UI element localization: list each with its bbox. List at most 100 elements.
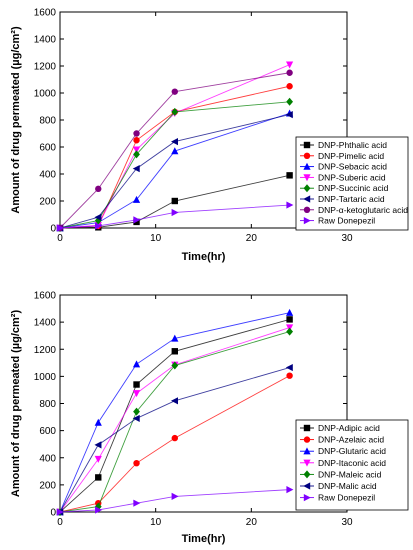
legend-label: DNP-Pimelic acid [318, 151, 384, 161]
legend-label: Raw Donepezil [318, 493, 375, 503]
y-tick-label: 1200 [34, 345, 57, 356]
data-point [286, 308, 294, 316]
series-line [59, 331, 290, 513]
data-point [133, 216, 141, 224]
legend-item: DNP-Tartaric acid [300, 194, 385, 204]
legend-marker [303, 470, 311, 479]
data-point [171, 397, 178, 405]
data-point [171, 434, 178, 442]
data-point [171, 147, 179, 155]
data-point [133, 218, 140, 226]
data-point [171, 348, 178, 355]
data-point [95, 474, 102, 481]
legend-item: DNP-Suberic acid [300, 172, 386, 182]
series-dnp-malic-acid [56, 363, 293, 516]
y-tick-label: 1200 [34, 62, 57, 73]
data-point [133, 150, 140, 159]
y-tick-label: 800 [39, 399, 56, 410]
legend-item: DNP-Adipic acid [300, 423, 380, 433]
legend-item: Raw Donepezil [300, 493, 375, 503]
data-point [132, 195, 141, 203]
legend-marker [303, 436, 311, 443]
data-point [286, 83, 293, 90]
legend-marker [303, 482, 311, 490]
legend-box [295, 136, 409, 231]
legend-marker [303, 152, 311, 159]
legend-label: DNP-Maleic acid [318, 469, 382, 479]
series-dnp-glutaric-acid [56, 308, 294, 516]
legend-label: DNP-Itaconic acid [318, 458, 386, 468]
legend-item: DNP-Glutaric acid [300, 446, 386, 456]
data-point [133, 130, 140, 137]
data-point [133, 499, 141, 507]
y-tick-label: 200 [39, 480, 56, 491]
legend-marker [303, 494, 311, 502]
series-dnp-maleic-acid [56, 327, 293, 516]
y-tick-label: 400 [39, 453, 56, 464]
data-point [171, 361, 179, 370]
data-point [171, 492, 179, 501]
y-tick-label: 1600 [34, 8, 57, 19]
legend-marker [303, 195, 311, 203]
legend-marker [303, 174, 311, 182]
x-tick-label: 20 [246, 517, 258, 528]
series-dnp-adipic-acid [56, 316, 293, 516]
data-point [133, 459, 140, 467]
legend-marker [303, 162, 311, 170]
series-line [59, 101, 290, 229]
data-point [171, 138, 178, 146]
legend-label: DNP-Tartaric acid [318, 194, 385, 204]
data-point [94, 441, 102, 449]
data-point [56, 508, 64, 516]
data-point [171, 197, 178, 205]
data-point [94, 213, 102, 221]
data-point [286, 327, 293, 336]
data-point [133, 407, 140, 416]
y-tick-label: 600 [39, 426, 56, 437]
data-point [171, 107, 179, 116]
data-point [133, 381, 140, 388]
y-tick-label: 0 [50, 224, 56, 235]
data-point [133, 137, 140, 144]
data-point [95, 506, 103, 514]
data-point [171, 88, 178, 95]
y-tick-label: 1600 [34, 291, 57, 302]
legend-item: DNP-Malic acid [300, 481, 377, 491]
y-tick-label: 1400 [34, 35, 57, 46]
x-tick-label: 0 [57, 233, 63, 244]
legend-marker [303, 459, 311, 467]
y-tick-label: 1400 [34, 318, 57, 329]
data-point [286, 372, 293, 379]
y-tick-label: 600 [39, 143, 56, 154]
legend-item: DNP-Pimelic acid [300, 151, 384, 161]
series-dnp-pimelic-acid [56, 83, 293, 232]
data-point [132, 390, 141, 398]
data-point [94, 418, 102, 426]
legend-label: DNP-Azelaic acid [318, 435, 384, 445]
y-tick-label: 1000 [34, 372, 57, 383]
data-point [171, 208, 179, 217]
x-tick-label: 0 [57, 517, 63, 528]
data-point [286, 201, 294, 209]
legend-marker [303, 184, 311, 193]
legend-label: DNP-Succinic acid [318, 183, 389, 193]
y-tick-label: 400 [39, 170, 56, 181]
legend-marker [303, 447, 311, 455]
data-point [286, 69, 293, 76]
data-point [286, 172, 293, 179]
data-point [95, 185, 102, 193]
series-dnp-phthalic-acid [56, 172, 293, 232]
series-dnp-azelaic-acid [56, 372, 293, 516]
series-line [59, 489, 290, 513]
y-tick-label: 200 [39, 197, 56, 208]
data-point [132, 360, 141, 368]
x-tick-label: 30 [341, 233, 353, 244]
data-point [132, 165, 140, 173]
data-point [286, 486, 294, 494]
data-point [285, 111, 293, 119]
legend-item: DNP-Phthalic acid [300, 140, 387, 150]
y-axis-title: Amount of drug permeated (µg/cm²) [10, 310, 22, 498]
legend-item: DNP-Sebacic acid [300, 162, 387, 172]
legend-box [295, 419, 409, 511]
